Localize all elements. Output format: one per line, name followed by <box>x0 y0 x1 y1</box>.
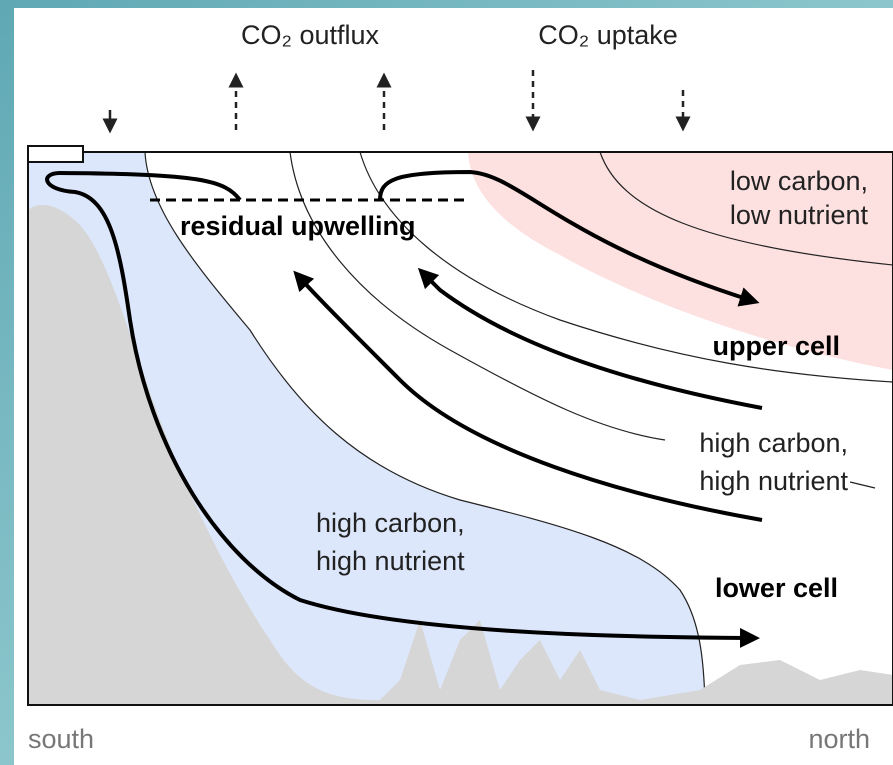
deep-region-label: high nutrient <box>316 546 465 576</box>
flux-arrows <box>102 70 691 134</box>
contours <box>289 151 893 489</box>
deep-region-label: high carbon, <box>316 508 465 538</box>
residual-label: residual upwelling <box>180 211 416 241</box>
lower-cell-label: lower cell <box>715 573 838 603</box>
low-region-label: low nutrient <box>730 200 869 230</box>
lower-cell-arrow <box>45 170 760 648</box>
return-arrow <box>417 267 763 410</box>
outflux-label: CO₂ outflux <box>241 20 380 50</box>
low-region-label: low carbon, <box>730 166 868 196</box>
frame <box>27 151 893 706</box>
seafloor <box>28 205 893 705</box>
boundary <box>144 151 706 706</box>
upper-cell-arrow <box>378 169 760 307</box>
return-arrow <box>293 270 763 522</box>
ice <box>27 145 84 163</box>
south-label: south <box>28 724 94 754</box>
north-label: north <box>808 724 870 754</box>
mid-region-label: high nutrient <box>699 466 848 496</box>
upper-cell-label: upper cell <box>712 331 840 361</box>
flows <box>45 169 763 648</box>
mid-region-label: high carbon, <box>699 428 848 458</box>
low-region <box>468 152 893 370</box>
uptake-label: CO₂ uptake <box>538 20 678 50</box>
